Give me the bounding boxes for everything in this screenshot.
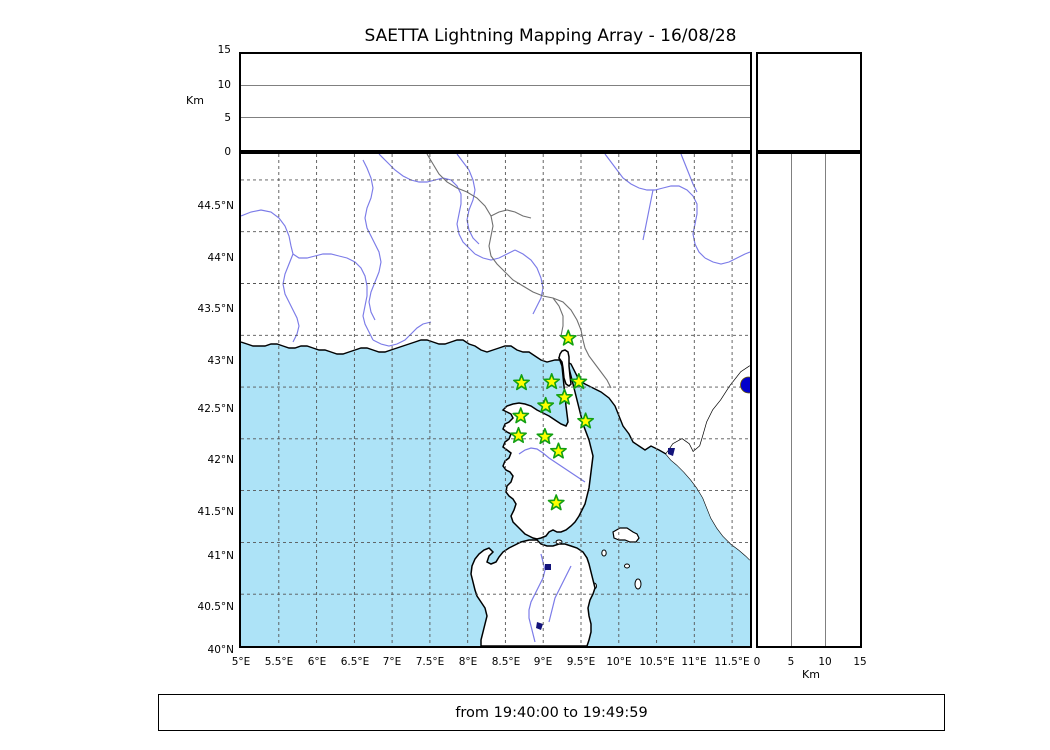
river-corsica	[518, 447, 586, 483]
time-range-label: from 19:40:00 to 19:49:59	[455, 704, 648, 721]
lma-station-marker[interactable]	[570, 373, 588, 390]
vhf-source-marker[interactable]	[740, 376, 750, 394]
tick-lon-11-5: 11.5°E	[714, 656, 750, 668]
tick-lat-44-5: 44.5°N	[197, 200, 234, 212]
tick-lon-6-5: 6.5°E	[340, 656, 370, 668]
land-italy-lower	[666, 366, 750, 560]
axis-label-km-vertical: Km	[186, 94, 204, 107]
tick-lat-40-5: 40.5°N	[197, 601, 234, 613]
tick-lat-41: 41°N	[207, 550, 234, 562]
tick-km-15: 15	[853, 656, 867, 668]
lma-station-markers[interactable]	[510, 329, 595, 511]
tick-lon-9: 9°E	[533, 656, 553, 668]
tick-lon-11: 11°E	[681, 656, 707, 668]
tick-lat-44: 44°N	[207, 252, 234, 264]
coastline-mainland	[241, 339, 750, 455]
lma-station-marker[interactable]	[577, 412, 595, 429]
panel-altitude-vs-longitude[interactable]	[239, 52, 752, 152]
corsica-cap-corse	[558, 349, 572, 387]
page-title: SAETTA Lightning Mapping Array - 16/08/2…	[364, 26, 737, 46]
tick-lon-10: 10°E	[606, 656, 632, 668]
tick-lon-5-5: 5.5°E	[264, 656, 294, 668]
tick-lat-40: 40°N	[207, 644, 234, 656]
island-tiny-2	[624, 563, 630, 569]
sardinia-lake-2	[536, 622, 543, 630]
tick-lon-7-5: 7.5°E	[415, 656, 445, 668]
lma-station-marker[interactable]	[536, 427, 554, 445]
gridline-alt-10	[241, 85, 750, 86]
land-europe-mainland	[241, 154, 750, 454]
tick-km-0: 0	[753, 656, 761, 668]
gridline-alt-5	[241, 117, 750, 118]
time-range-box[interactable]: from 19:40:00 to 19:49:59	[158, 694, 945, 731]
tick-km-10: 10	[818, 656, 832, 668]
lma-station-marker[interactable]	[543, 373, 561, 390]
lma-station-marker[interactable]	[513, 374, 530, 391]
lma-station-marker[interactable]	[550, 442, 567, 459]
tick-alt-5: 5	[224, 112, 231, 124]
tick-lat-43: 43°N	[207, 355, 234, 367]
tick-lon-5: 5°E	[231, 656, 251, 668]
axis-label-km-horizontal: Km	[802, 668, 820, 681]
tick-lon-10-5: 10.5°E	[639, 656, 675, 668]
island-sardinia	[470, 539, 596, 646]
gridline-km-10	[825, 154, 826, 646]
tick-lon-9-5: 9.5°E	[566, 656, 596, 668]
tick-lat-43-5: 43.5°N	[197, 303, 234, 315]
tick-km-5: 5	[787, 656, 795, 668]
tick-lon-8-5: 8.5°E	[491, 656, 521, 668]
tick-lon-6: 6°E	[307, 656, 327, 668]
lma-station-marker[interactable]	[547, 494, 565, 511]
sardinia-lake-1	[545, 564, 551, 570]
map-gridlines	[241, 154, 750, 646]
map-graphic[interactable]	[241, 154, 750, 646]
island-elba	[612, 527, 640, 543]
tick-lat-42-5: 42.5°N	[197, 403, 234, 415]
lma-station-marker[interactable]	[512, 407, 530, 424]
river-sardinia-1	[528, 553, 546, 643]
tick-lon-8: 8°E	[458, 656, 478, 668]
island-corsica	[501, 356, 594, 540]
tick-lat-42: 42°N	[207, 454, 234, 466]
tick-lon-7: 7°E	[382, 656, 402, 668]
map-panel[interactable]	[239, 152, 752, 648]
political-borders	[426, 154, 612, 389]
vhf-source-markers[interactable]	[740, 376, 750, 394]
lma-station-marker[interactable]	[556, 388, 573, 405]
gridline-km-5	[791, 154, 792, 646]
tick-lat-41-5: 41.5°N	[197, 506, 234, 518]
island-pianosa	[634, 578, 642, 590]
river-sardinia-2	[548, 565, 572, 623]
tick-alt-0: 0	[224, 146, 231, 158]
island-tiny-1	[601, 549, 607, 557]
lma-station-marker[interactable]	[510, 426, 527, 444]
lma-station-marker[interactable]	[559, 329, 577, 346]
panel-altitude-histogram[interactable]	[756, 52, 862, 152]
coast-inlet-mark	[668, 448, 675, 456]
tick-alt-10: 10	[217, 79, 231, 91]
panel-altitude-vs-latitude[interactable]	[756, 152, 862, 648]
tick-alt-15: 15	[217, 44, 231, 56]
lma-station-marker[interactable]	[537, 396, 555, 414]
